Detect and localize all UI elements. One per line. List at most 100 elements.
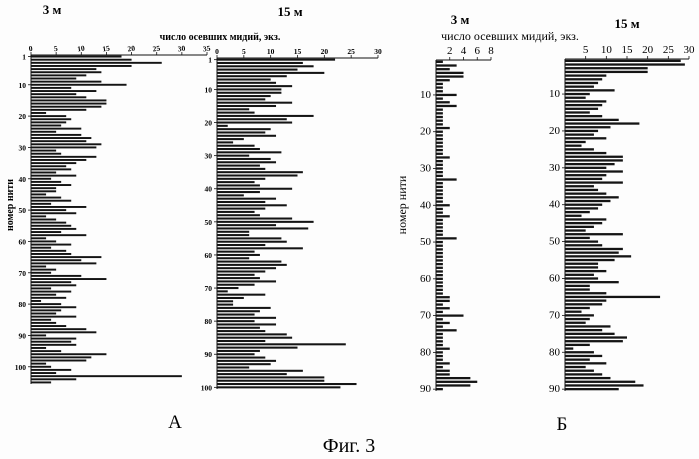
bar — [31, 266, 46, 268]
bar — [31, 190, 56, 192]
bar — [436, 245, 443, 247]
bar — [436, 307, 450, 309]
x-tick-label: 5 — [53, 44, 58, 53]
bar — [436, 384, 470, 386]
y-tick-label: 90 — [549, 383, 561, 395]
x-tick-label: 0 — [215, 47, 219, 56]
bar — [217, 274, 255, 276]
bar — [565, 170, 623, 172]
x-tick-label: 20 — [127, 44, 136, 54]
bar — [31, 143, 101, 145]
y-tick-label: 70 — [549, 309, 561, 321]
bar — [565, 333, 615, 335]
bar — [436, 237, 457, 239]
bar — [436, 219, 443, 221]
bar — [436, 204, 450, 206]
bar — [565, 119, 619, 121]
bar — [565, 185, 594, 187]
bar — [565, 311, 582, 313]
bar — [217, 304, 233, 306]
chart-b-15m: 15 м51015202530102030405060708090 — [549, 16, 695, 395]
bar — [31, 162, 76, 164]
bar — [436, 86, 443, 88]
y-tick-label: 30 — [549, 162, 561, 174]
bar — [565, 277, 598, 279]
bar — [217, 327, 260, 329]
bar — [31, 168, 71, 170]
bar — [565, 63, 685, 65]
bar — [436, 164, 443, 166]
x-tick-label: 15 — [294, 47, 302, 56]
bar — [31, 112, 46, 114]
bar — [31, 244, 71, 246]
bar — [565, 255, 631, 257]
bar — [565, 366, 586, 368]
bar — [217, 357, 265, 359]
bar — [217, 178, 265, 180]
y-tick-label: 20 — [549, 125, 561, 137]
bar — [217, 165, 260, 167]
bar — [217, 151, 281, 153]
bar — [217, 102, 292, 104]
bar — [436, 153, 443, 155]
bar — [31, 372, 56, 374]
bar — [565, 355, 602, 357]
x-tick-label: 30 — [684, 44, 696, 56]
bar — [31, 200, 71, 202]
y-tick-label: 20 — [19, 112, 27, 121]
bar — [31, 331, 96, 333]
bar — [565, 93, 590, 95]
bar — [217, 337, 292, 339]
bar — [217, 218, 292, 220]
bar — [217, 155, 249, 157]
y-tick-label: 70 — [420, 310, 432, 322]
bar — [217, 383, 357, 385]
bar — [217, 204, 287, 206]
bar — [31, 187, 56, 189]
bar — [436, 171, 443, 173]
bar — [217, 360, 276, 362]
bar — [565, 108, 598, 110]
bar — [436, 270, 443, 272]
bar — [217, 376, 324, 378]
bar — [565, 296, 660, 298]
bar — [565, 211, 590, 213]
x-tick-label: 15 — [102, 44, 111, 54]
bar — [217, 297, 244, 299]
bar — [436, 388, 443, 390]
bar — [436, 362, 450, 364]
bar — [436, 303, 443, 305]
bar — [436, 252, 443, 254]
bar — [31, 306, 76, 308]
bar — [217, 135, 276, 137]
bar — [217, 264, 287, 266]
panel-title: 15 м — [277, 4, 302, 19]
bar — [565, 347, 573, 349]
bar — [565, 104, 602, 106]
bar — [436, 322, 450, 324]
bar — [31, 184, 71, 186]
bar — [31, 172, 56, 174]
bar — [436, 208, 443, 210]
bar — [436, 256, 443, 258]
bar — [217, 122, 292, 124]
bar — [31, 128, 81, 130]
bar — [31, 259, 81, 261]
bar — [31, 103, 106, 105]
bar — [565, 281, 619, 283]
bar — [217, 112, 255, 114]
bar — [565, 178, 602, 180]
bar — [31, 334, 46, 336]
x-tick-label: 25 — [152, 44, 161, 54]
bar — [565, 252, 619, 254]
bar — [217, 330, 265, 332]
bar — [217, 62, 303, 64]
y-tick-label: 30 — [420, 162, 432, 174]
bar — [217, 340, 265, 342]
x-tick-label: 20 — [642, 44, 654, 56]
bar — [31, 137, 91, 139]
x-tick-label: 25 — [347, 47, 355, 56]
bar — [217, 373, 287, 375]
bar — [565, 329, 602, 331]
bar — [436, 200, 443, 202]
